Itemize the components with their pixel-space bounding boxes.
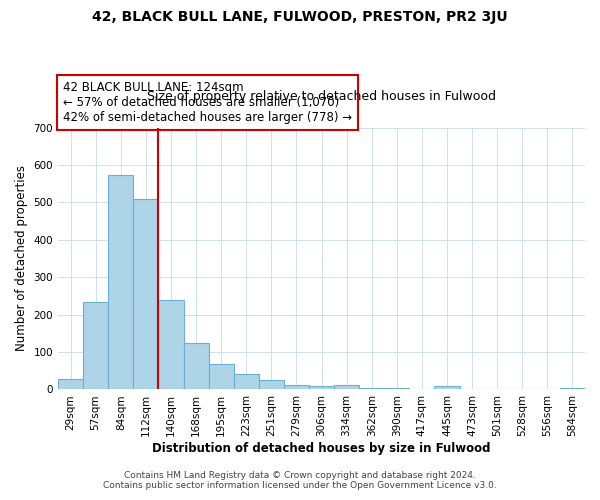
Text: 42 BLACK BULL LANE: 124sqm
← 57% of detached houses are smaller (1,070)
42% of s: 42 BLACK BULL LANE: 124sqm ← 57% of deta…	[63, 81, 352, 124]
Bar	[434, 386, 460, 390]
Bar	[108, 175, 133, 390]
Bar	[359, 388, 384, 390]
Bar	[209, 364, 233, 390]
Bar	[384, 388, 409, 390]
Bar	[284, 384, 309, 390]
Bar	[309, 386, 334, 390]
Title: Size of property relative to detached houses in Fulwood: Size of property relative to detached ho…	[147, 90, 496, 102]
Bar	[233, 374, 259, 390]
Bar	[560, 388, 585, 390]
Bar	[334, 384, 359, 390]
Bar	[158, 300, 184, 390]
Bar	[259, 380, 284, 390]
Bar	[58, 379, 83, 390]
X-axis label: Distribution of detached houses by size in Fulwood: Distribution of detached houses by size …	[152, 442, 491, 455]
Y-axis label: Number of detached properties: Number of detached properties	[15, 166, 28, 352]
Bar	[133, 198, 158, 390]
Bar	[409, 388, 434, 390]
Text: Contains HM Land Registry data © Crown copyright and database right 2024.
Contai: Contains HM Land Registry data © Crown c…	[103, 470, 497, 490]
Text: 42, BLACK BULL LANE, FULWOOD, PRESTON, PR2 3JU: 42, BLACK BULL LANE, FULWOOD, PRESTON, P…	[92, 10, 508, 24]
Bar	[83, 302, 108, 390]
Bar	[184, 342, 209, 390]
